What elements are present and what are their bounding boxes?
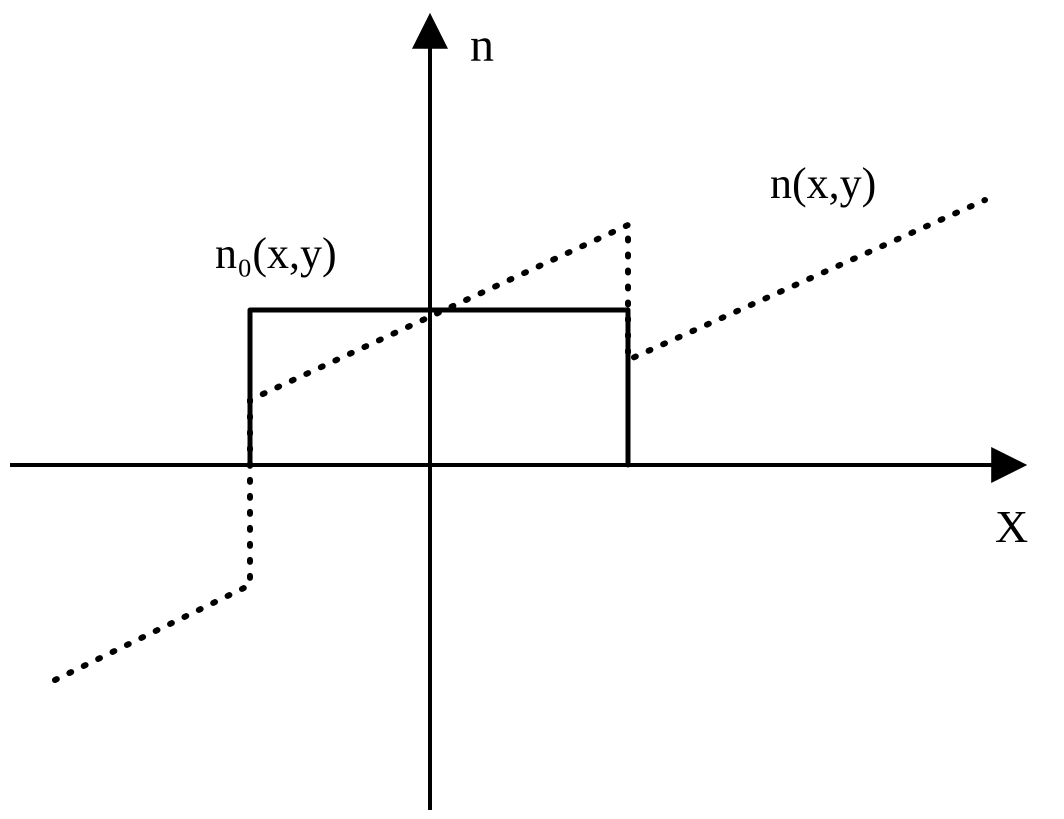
diagram-canvas: Xn n₀(x,y) n(x,y) [0, 0, 1064, 819]
series-label-n0: n₀(x,y) [215, 228, 337, 279]
series-n0 [250, 310, 628, 465]
diagram-svg [0, 0, 1064, 819]
series-label-n: n(x,y) [770, 158, 876, 209]
series-n [55, 200, 985, 680]
y-axis-label: n [470, 18, 494, 73]
x-axis-label: X [995, 500, 1028, 553]
